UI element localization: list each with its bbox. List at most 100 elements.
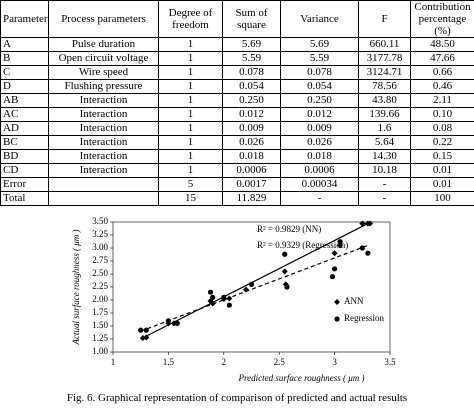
table-cell: 5.59 (280, 51, 359, 66)
table-row: A Pulse duration 1 5.69 5.69 660.11 48.50 (0, 37, 474, 52)
table-row: Error 5 0.0017 0.00034-0.01 (0, 177, 474, 192)
x-tick-label: 1.5 (163, 357, 175, 367)
diamond-marker (331, 250, 338, 257)
table-cell: 1 (158, 79, 223, 94)
caption: Fig. 6. Graphical representation of comp… (66, 392, 408, 404)
table-cell: Error (0, 177, 49, 192)
table-cell: 1 (158, 51, 223, 66)
header-cell: Degree of freedom (158, 0, 223, 38)
header-cell: F (358, 0, 411, 38)
circle-marker (210, 294, 216, 300)
circle-marker (337, 239, 343, 245)
table-cell: 14.30 (358, 149, 411, 164)
table-cell: 1 (158, 93, 223, 108)
table-cell: 5.59 (222, 51, 281, 66)
y-tick-label: 2.25 (92, 281, 108, 291)
table-cell: A (0, 37, 49, 52)
table-cell: 0.250 (222, 93, 281, 108)
circle-marker (284, 284, 290, 290)
diamond-marker (209, 300, 216, 307)
table-cell: 1 (158, 135, 223, 150)
table-cell: 15 (158, 191, 223, 206)
table-cell: 5.64 (358, 135, 411, 150)
circle-marker (226, 302, 232, 308)
table-cell: 5.69 (222, 37, 281, 52)
header-cell: Process parameters (48, 0, 159, 38)
r-squared-annotation: R² = 0.9829 (NN) (257, 224, 321, 234)
table-cell: 0.054 (222, 79, 281, 94)
legend-marker (334, 299, 340, 305)
table-cell: 1 (158, 163, 223, 178)
table-row: BD Interaction 1 0.018 0.018 14.30 0.15 (0, 149, 474, 164)
table-cell: AD (0, 121, 49, 136)
table-row: BC Interaction 1 0.026 0.026 5.64 0.22 (0, 135, 474, 150)
table-cell: 0.0006 (280, 163, 359, 178)
header-cell: Parameter (0, 0, 49, 38)
circle-marker (282, 251, 288, 257)
table-cell: 0.10 (410, 107, 474, 122)
y-tick-label: 3.50 (92, 216, 108, 226)
table-cell: Interaction (48, 163, 159, 178)
table-cell: 3177.78 (358, 51, 411, 66)
table-cell: 0.018 (280, 149, 359, 164)
table-cell: 1 (158, 121, 223, 136)
y-tick-label: 1.00 (92, 346, 108, 356)
table-body: A Pulse duration 1 5.69 5.69 660.11 48.50 B Open… (0, 37, 474, 206)
table-cell: 0.08 (410, 121, 474, 136)
table-cell: Flushing pressure (48, 79, 159, 94)
table-cell: 3124.71 (358, 65, 411, 80)
table-cell: 1.6 (358, 121, 411, 136)
circle-marker (143, 327, 149, 333)
table-cell: AB (0, 93, 49, 108)
table-cell: 0.01 (410, 177, 474, 192)
x-tick-label: 3.5 (384, 357, 396, 367)
table-row: AC Interaction 1 0.012 0.012 139.66 0.10 (0, 107, 474, 122)
circle-marker (138, 327, 144, 333)
legend-label: ANN (344, 296, 364, 306)
circle-marker (165, 318, 171, 324)
table-cell: 1 (158, 37, 223, 52)
header-cell: Variance (280, 0, 359, 38)
y-tick-label: 3.00 (92, 242, 108, 252)
table-row: D Flushing pressure 1 0.054 0.054 78.56 0.46 (0, 79, 474, 94)
y-tick-label: 2.00 (92, 294, 108, 304)
table-cell: 0.66 (410, 65, 474, 80)
header-cell: Sum of square (222, 0, 281, 38)
table-cell: 0.250 (280, 93, 359, 108)
anova-table: Parameter Process parameters Degree of fre… (0, 0, 474, 206)
table-cell: Pulse duration (48, 37, 159, 52)
table-row: CD Interaction 1 0.0006 0.0006 10.18 0.01 (0, 163, 474, 178)
circle-marker (329, 274, 335, 280)
table-cell: 48.50 (410, 37, 474, 52)
table-cell: 0.00034 (280, 177, 359, 192)
circle-marker (207, 289, 214, 295)
table-cell: Wire speed (48, 65, 159, 80)
table-cell: 43.80 (358, 93, 411, 108)
diamond-marker (242, 286, 249, 293)
table-cell: 10.18 (358, 163, 411, 178)
y-tick-label: 3.25 (92, 229, 108, 239)
table-cell: Open circuit voltage (48, 51, 159, 66)
table-cell: 5 (158, 177, 223, 192)
table-cell: 0.22 (410, 135, 474, 150)
circle-marker (359, 245, 365, 251)
table-cell: CD (0, 163, 49, 178)
x-axis-label: Predicted surface roughness ( μm ) (237, 373, 364, 383)
table-cell: Interaction (48, 149, 159, 164)
table-cell: 0.054 (280, 79, 359, 94)
circle-marker (365, 250, 371, 256)
table-row: B Open circuit voltage 1 5.59 5.59 3177.78 47.… (0, 51, 474, 66)
circle-marker (221, 294, 227, 300)
table-cell: 0.0006 (222, 163, 281, 178)
table-cell: Interaction (48, 107, 159, 122)
circle-marker (248, 281, 255, 287)
chart: 1.00 1.25 1.50 1.75 2.00 2.25 2.50 2.75 3.00 3.25… (71, 216, 396, 383)
table-cell: 0.026 (222, 135, 281, 150)
legend-marker (334, 316, 340, 322)
table-cell: 0.018 (222, 149, 281, 164)
y-tick-label: 2.50 (92, 268, 108, 278)
diamond-marker (367, 220, 374, 227)
table-cell: BD (0, 149, 49, 164)
y-axis-label: Actual surface roughness ( μm ) (71, 230, 81, 346)
circle-marker (174, 320, 180, 326)
